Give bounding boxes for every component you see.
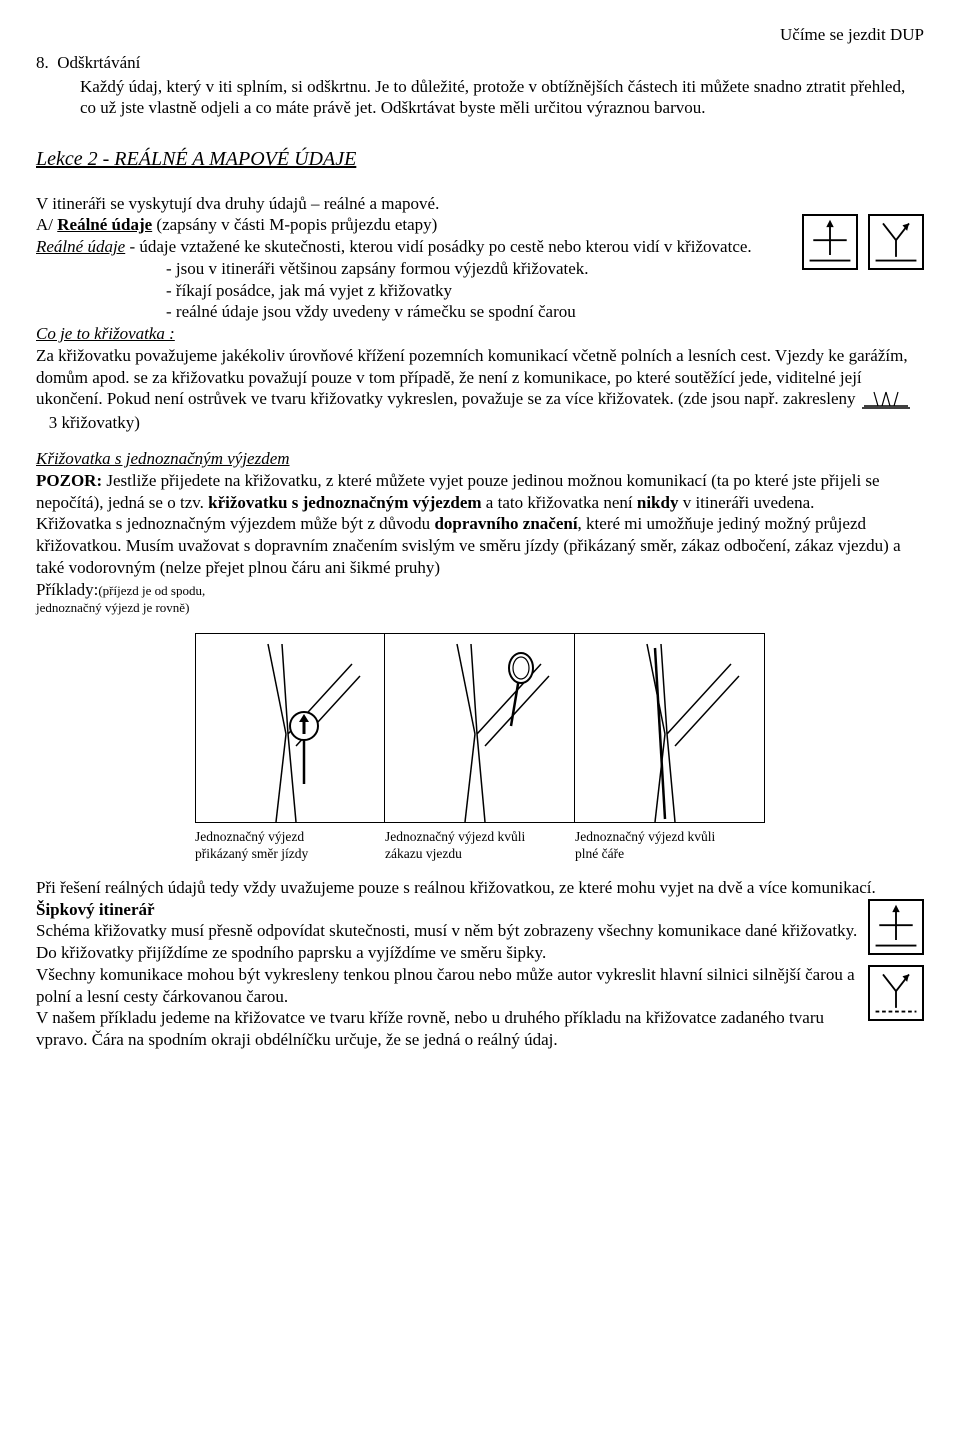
kjv-title: Křižovatka s jednoznačným výjezdem (36, 448, 924, 470)
pozor-p: POZOR: Jestliže přijedete na křižovatku,… (36, 470, 924, 514)
realne-b2: - říkají posádce, jak má vyjet z křižova… (36, 280, 924, 302)
section-8-body: Každý údaj, který v iti splním, si odškr… (80, 76, 924, 120)
priklady-small2: jednoznačný výjezd je rovně) (36, 600, 924, 617)
realne-block: A/ Reálné údaje (zapsány v části M-popis… (36, 214, 924, 323)
section-8-title: Odškrtávání (57, 53, 140, 72)
caption-2: Jednoznačný výjezd kvůli zákazu vjezdu (385, 829, 575, 863)
example-2-svg (385, 634, 575, 824)
sipkovy-title: Šipkový itinerář (36, 899, 924, 921)
cap2b: zákazu vjezdu (385, 846, 462, 861)
intro-line: V itineráři se vyskytují dva druhy údajů… (36, 193, 924, 215)
caption-3: Jednoznačný výjezd kvůli plné čáře (575, 829, 765, 863)
cojeto-p1a: Za křižovatku považujeme jakékoliv úrovň… (36, 346, 908, 409)
a-heading-line: A/ Reálné údaje (zapsány v části M-popis… (36, 214, 924, 236)
caption-1: Jednoznačný výjezd přikázaný směr jízdy (195, 829, 385, 863)
examples-row (36, 633, 924, 823)
header-right: Učíme se jezdit DUP (36, 24, 924, 46)
a-heading-tail: (zapsány v části M-popis průjezdu etapy) (152, 215, 437, 234)
kjv-p2: Křižovatka s jednoznačným výjezdem může … (36, 513, 924, 578)
cap3b: plné čáře (575, 846, 624, 861)
lekce2-title: Lekce 2 - REÁLNÉ A MAPOVÉ ÚDAJE (36, 147, 924, 173)
pozor-tail2: v itineráři uvedena. (678, 493, 814, 512)
sipkovy-p3: V našem příkladu jedeme na křižovatce ve… (36, 1007, 924, 1051)
pozor-tail: a tato křižovatka není (482, 493, 637, 512)
section-8-num: 8. (36, 53, 49, 72)
a-heading: Reálné údaje (57, 215, 152, 234)
chip-row (802, 214, 924, 270)
cap3a: Jednoznačný výjezd kvůli (575, 829, 715, 844)
after-examples-p: Při řešení reálných údajů tedy vždy uvaž… (36, 877, 924, 899)
cojeto-label: Co je to křižovatka : (36, 323, 924, 345)
priklady-label: Příklady: (36, 580, 98, 599)
three-crossings-icon (860, 388, 912, 412)
pozor-bold: křižovatku s jednoznačným výjezdem (208, 493, 481, 512)
cap1b: přikázaný směr jízdy (195, 846, 308, 861)
chips-top-right (802, 214, 924, 270)
section-8-body-block: Každý údaj, který v iti splním, si odškr… (80, 76, 924, 120)
realne-b3: - reálné údaje jsou vždy uvedeny v rámeč… (36, 301, 924, 323)
a-label: A/ (36, 215, 57, 234)
chips-bottom-right (868, 899, 924, 1021)
realne-lead: Reálné údaje - údaje vztažené ke skutečn… (36, 236, 924, 258)
example-3 (575, 633, 765, 823)
realne-b1: - jsou v itineráři většinou zapsány form… (36, 258, 924, 280)
cojeto-p1b: 3 křižovatky) (49, 413, 140, 432)
realne-lead-body: - údaje vztažené ke skutečnosti, kterou … (125, 237, 751, 256)
chip-y2-icon (868, 965, 924, 1021)
chip-cross-icon (802, 214, 858, 270)
example-1 (195, 633, 385, 823)
sipkovy-p1: Schéma křižovatky musí přesně odpovídat … (36, 920, 924, 964)
cap1a: Jednoznačný výjezd (195, 829, 304, 844)
cojeto-p1: Za křižovatku považujeme jakékoliv úrovň… (36, 345, 924, 434)
example-3-svg (575, 634, 765, 824)
section-8-heading: 8. Odškrtávání (36, 52, 924, 74)
chip-cross2-icon (868, 899, 924, 955)
example-1-svg (196, 634, 386, 824)
priklady-line: Příklady:(příjezd je od spodu, (36, 579, 924, 601)
pozor-label: POZOR: (36, 471, 102, 490)
sipkovy-p2: Všechny komunikace mohou být vykresleny … (36, 964, 924, 1008)
example-2 (385, 633, 575, 823)
sipkovy-block: Šipkový itinerář Schéma křižovatky musí … (36, 899, 924, 1051)
realne-lead-label: Reálné údaje (36, 237, 125, 256)
kjv-p2a: Křižovatka s jednoznačným výjezdem může … (36, 514, 434, 533)
captions-row: Jednoznačný výjezd přikázaný směr jízdy … (36, 829, 924, 863)
pozor-bold2: nikdy (637, 493, 679, 512)
cap2a: Jednoznačný výjezd kvůli (385, 829, 525, 844)
chip-y-icon (868, 214, 924, 270)
kjv-p2b: dopravního značení (434, 514, 577, 533)
priklady-small: (příjezd je od spodu, (98, 583, 205, 598)
